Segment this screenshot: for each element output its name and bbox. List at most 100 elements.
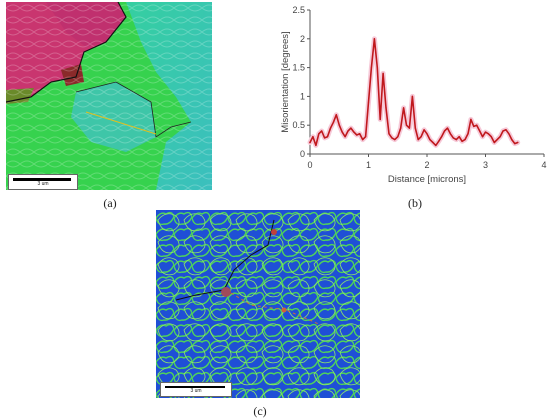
data-point <box>446 127 449 129</box>
data-point <box>517 141 519 144</box>
data-point <box>487 133 489 135</box>
data-point <box>479 130 481 132</box>
data-point <box>411 95 413 97</box>
data-point <box>403 107 405 109</box>
data-point <box>362 139 364 141</box>
series-line <box>309 37 519 147</box>
data-point <box>321 130 323 132</box>
data-point <box>347 130 349 132</box>
data-point <box>420 136 422 138</box>
data-point <box>400 127 402 129</box>
y-tick-label: 1.5 <box>292 63 305 73</box>
data-point <box>505 129 507 131</box>
data-point <box>511 139 513 141</box>
panel-b: 0 1 2 3 4 0 0.5 1 1.5 2 2.5 Distance [microns] Misor… <box>270 0 550 215</box>
caption-c: (c) <box>253 404 267 418</box>
data-point <box>467 133 469 135</box>
data-point <box>365 136 367 138</box>
data-point <box>326 136 329 138</box>
y-tick-label: 0.5 <box>292 120 305 130</box>
x-axis-label: Distance [microns] <box>388 174 466 185</box>
data-point <box>391 137 393 139</box>
data-point <box>417 139 419 141</box>
scalebar-a: 3 um <box>8 174 78 190</box>
caption-b: (b) <box>408 196 422 210</box>
data-point <box>356 134 358 136</box>
data-point <box>414 127 416 129</box>
panel-c: 3 um (c) <box>150 210 370 420</box>
data-point <box>493 141 495 144</box>
y-axis-label: Misorientation [degrees] <box>280 31 291 132</box>
data-point <box>490 136 492 138</box>
data-point <box>464 139 466 141</box>
y-tick-label: 0 <box>300 149 305 159</box>
scalebar-a-line <box>13 178 71 181</box>
data-point <box>496 139 498 141</box>
data-point <box>443 130 446 132</box>
x-tick-label: 3 <box>483 160 488 170</box>
data-point <box>388 133 390 135</box>
data-point <box>397 136 399 138</box>
data-point <box>376 67 378 69</box>
data-point <box>458 136 460 138</box>
data-point <box>324 137 326 139</box>
data-point <box>508 133 510 135</box>
data-point <box>476 124 478 126</box>
data-point <box>405 124 408 126</box>
scalebar-a-label: 3 um <box>37 181 49 187</box>
data-point <box>499 136 501 138</box>
data-point <box>435 144 437 146</box>
data-point <box>484 131 487 133</box>
kam-map-image: 3 um <box>156 210 360 398</box>
data-point <box>332 121 334 123</box>
data-point <box>312 136 314 138</box>
misorientation-chart: 0 1 2 3 4 0 0.5 1 1.5 2 2.5 Distance [microns] Misor… <box>280 5 547 185</box>
data-point <box>502 130 504 132</box>
x-tick-label: 1 <box>366 160 371 170</box>
y-tick-label: 2.5 <box>292 5 305 15</box>
panel-a: 3 um (a) <box>0 0 215 215</box>
data-point <box>341 131 343 133</box>
y-tick-label: 1 <box>300 91 305 101</box>
data-point <box>370 67 372 69</box>
data-point <box>449 133 451 135</box>
data-point <box>309 141 311 144</box>
data-point <box>394 139 396 141</box>
data-point <box>385 107 387 109</box>
kam-map-svg <box>156 210 360 398</box>
scalebar-c-line <box>165 386 225 388</box>
data-point <box>367 101 370 103</box>
data-point <box>350 127 352 129</box>
scalebar-c-label: 3 um <box>190 388 202 394</box>
data-point <box>408 127 410 129</box>
x-tick-label: 4 <box>541 160 546 170</box>
data-point <box>482 136 484 138</box>
data-point <box>461 140 463 142</box>
data-point <box>426 133 428 135</box>
data-point <box>455 139 457 141</box>
data-point <box>379 118 381 120</box>
orientation-map-image: 3 um <box>6 2 212 190</box>
data-point <box>315 144 317 146</box>
data-point <box>473 125 475 127</box>
scalebar-c: 3 um <box>160 382 232 397</box>
data-point <box>441 136 443 138</box>
data-point <box>335 114 337 116</box>
data-point <box>338 124 340 126</box>
data-point <box>470 118 472 120</box>
data-point <box>423 129 425 131</box>
data-point <box>382 72 384 74</box>
data-point <box>353 131 355 133</box>
orientation-map-svg <box>6 2 212 190</box>
data-point <box>514 143 516 145</box>
data-point <box>429 139 431 141</box>
y-tick-label: 2 <box>300 34 305 44</box>
data-point <box>438 140 440 142</box>
data-point <box>318 133 320 135</box>
data-point <box>329 127 332 129</box>
x-tick-label: 2 <box>424 160 429 170</box>
data-point <box>452 137 454 139</box>
caption-a: (a) <box>103 196 117 210</box>
data-point <box>344 136 346 138</box>
data-point <box>373 38 375 40</box>
